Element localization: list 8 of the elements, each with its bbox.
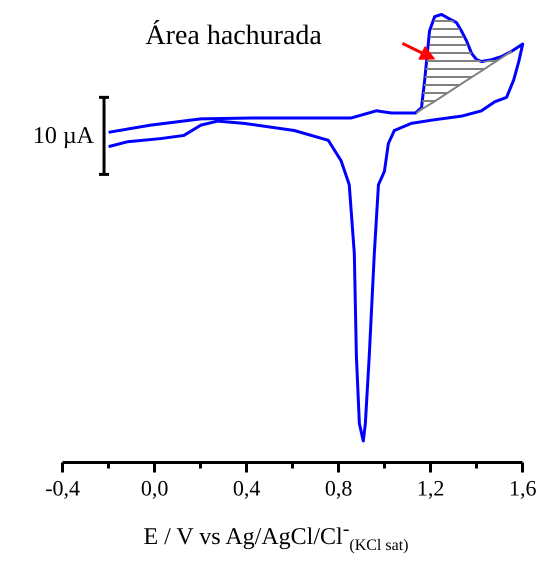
- x-tick-label: 0,8: [324, 476, 352, 500]
- x-tick-label: -0,4: [45, 476, 80, 500]
- annotation: Área hachurada: [145, 19, 322, 52]
- x-tick-label: 1,2: [416, 476, 444, 500]
- x-tick-label: 1,6: [508, 476, 536, 500]
- annotation: 10 µA: [32, 122, 95, 149]
- x-tick-label: 0,0: [140, 476, 168, 500]
- x-tick-label: 0,4: [232, 476, 260, 500]
